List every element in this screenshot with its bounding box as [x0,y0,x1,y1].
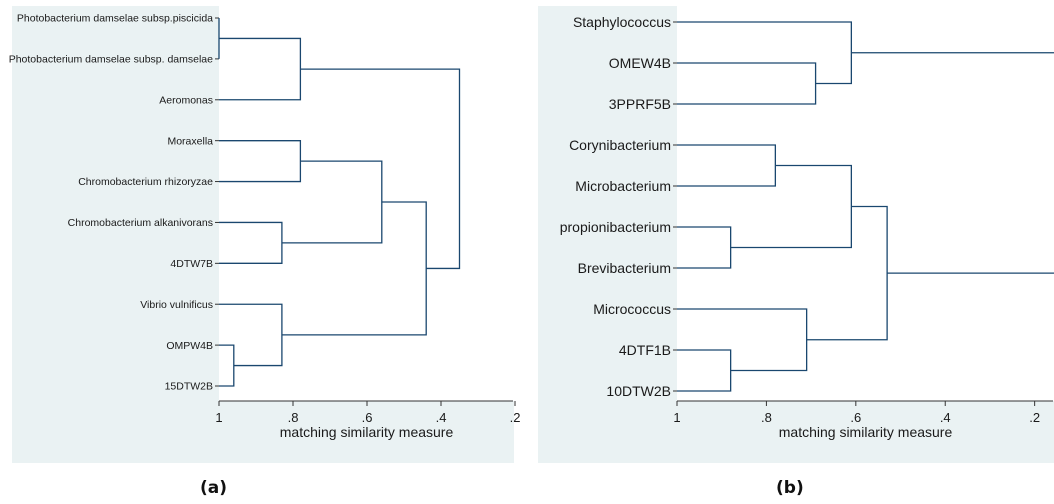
leaf-label: OMEW4B [609,55,671,71]
leaf-label: Photobacterium damselae subsp. damselae [9,54,213,66]
x-axis-title: matching similarity measure [779,424,953,440]
leaf-label: 3PPRF5B [609,96,671,112]
x-axis-title: matching similarity measure [280,424,454,440]
leaf-label: Chromobacterium alkanivorans [68,217,213,229]
leaf-label: OMPW4B [166,340,213,352]
leaf-label: Vibrio vulnificus [140,299,213,311]
leaf-label: propionibacterium [560,219,671,235]
leaf-label: 10DTW2B [606,383,671,399]
dendrogram-link [677,62,817,105]
leaf-label: Corynibacterium [569,137,671,153]
leaf-label: Aeromonas [159,94,213,106]
caption-b: (b) [776,478,804,498]
plot-area [219,6,514,401]
x-tick-label: .2 [1029,410,1040,425]
x-tick-label: .4 [436,410,447,425]
leaf-label: Micrococcus [593,301,671,317]
leaf-label: 4DTF1B [619,342,671,358]
leaf-label: Moraxella [167,135,213,147]
x-tick-label: .6 [850,410,861,425]
x-tick-label: 1 [215,410,222,425]
x-tick-label: .8 [761,410,772,425]
caption-a: (a) [200,478,228,498]
leaf-label: 4DTW7B [170,258,213,270]
leaf-label: Photobacterium damselae subsp.piscicida [17,13,213,25]
dendrogram-link [677,226,732,269]
leaf-label: Microbacterium [575,178,671,194]
x-tick-label: .2 [510,410,521,425]
dendrogram-link [677,349,732,392]
dendrogram-panel-b: Staphylococcus OMEW4B 3PPRF5B Corynibacteri… [538,6,1054,463]
plot-area [677,6,1054,401]
dendrogram-link [677,308,808,372]
leaf-label: Brevibacterium [578,260,671,276]
leaf-label: Staphylococcus [573,14,671,30]
dendrogram-link [300,68,461,270]
x-tick-label: 1 [673,410,680,425]
x-tick-label: .8 [288,410,299,425]
leaf-label: Chromobacterium rhizoryzae [78,176,213,188]
x-tick-label: .6 [362,410,373,425]
leaf-label: 15DTW2B [165,381,213,393]
dendrogram-panel-a: Photobacterium damselae subsp.piscicida P… [9,6,521,463]
dendrogram-link [851,52,1054,274]
x-tick-label: .4 [940,410,951,425]
